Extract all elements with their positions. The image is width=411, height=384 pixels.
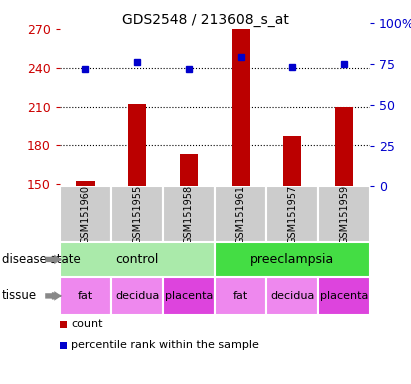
Bar bbox=[180, 154, 198, 187]
Text: fat: fat bbox=[233, 291, 248, 301]
Bar bbox=[111, 277, 163, 315]
Bar bbox=[266, 187, 318, 242]
Text: preeclampsia: preeclampsia bbox=[250, 253, 335, 266]
Text: GDS2548 / 213608_s_at: GDS2548 / 213608_s_at bbox=[122, 13, 289, 27]
Text: fat: fat bbox=[78, 291, 93, 301]
Bar bbox=[215, 187, 266, 242]
Text: decidua: decidua bbox=[270, 291, 314, 301]
Bar bbox=[266, 277, 318, 315]
Bar bbox=[318, 187, 370, 242]
Bar bbox=[111, 187, 163, 242]
Text: decidua: decidua bbox=[115, 291, 159, 301]
Bar bbox=[163, 187, 215, 242]
Text: GSM151960: GSM151960 bbox=[81, 185, 90, 244]
Text: percentile rank within the sample: percentile rank within the sample bbox=[71, 340, 259, 350]
Bar bbox=[60, 242, 215, 277]
Text: GSM151961: GSM151961 bbox=[236, 185, 246, 244]
Bar bbox=[231, 30, 249, 187]
Bar bbox=[60, 277, 111, 315]
Bar bbox=[318, 277, 370, 315]
Text: disease state: disease state bbox=[2, 253, 81, 266]
Text: GSM151958: GSM151958 bbox=[184, 185, 194, 244]
Bar bbox=[128, 104, 146, 187]
Text: tissue: tissue bbox=[2, 290, 37, 303]
Text: placenta: placenta bbox=[320, 291, 368, 301]
Text: control: control bbox=[115, 253, 159, 266]
Bar bbox=[215, 277, 266, 315]
Bar bbox=[335, 107, 353, 187]
Text: placenta: placenta bbox=[165, 291, 213, 301]
Bar bbox=[283, 136, 301, 187]
Bar bbox=[215, 242, 370, 277]
Text: GSM151957: GSM151957 bbox=[287, 185, 297, 244]
Bar bbox=[163, 277, 215, 315]
Bar bbox=[76, 181, 95, 187]
Text: count: count bbox=[71, 319, 103, 329]
Bar bbox=[60, 187, 111, 242]
Text: GSM151959: GSM151959 bbox=[339, 185, 349, 244]
Text: GSM151955: GSM151955 bbox=[132, 185, 142, 244]
